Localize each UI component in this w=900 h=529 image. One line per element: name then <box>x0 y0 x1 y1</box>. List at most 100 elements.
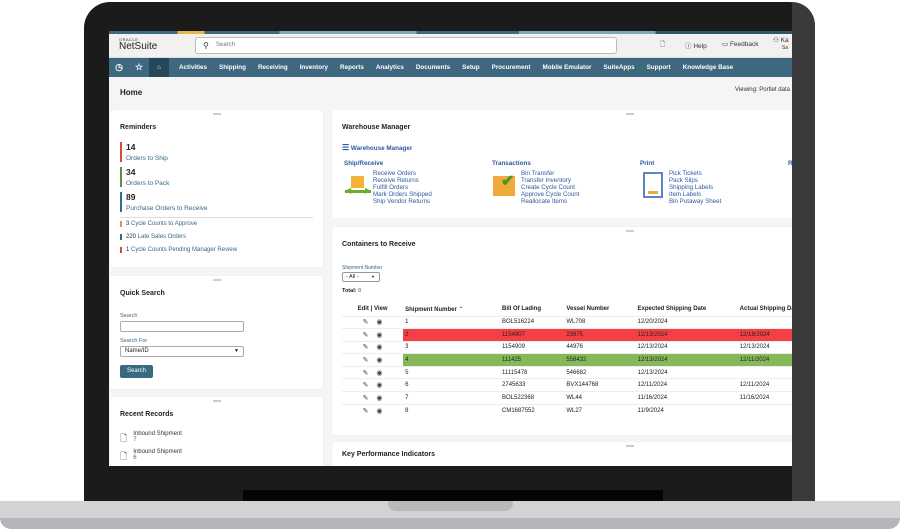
link-transfer-inventory[interactable]: Transfer Inventory <box>521 177 571 184</box>
edit-pencil-icon[interactable]: ✎ <box>362 382 369 390</box>
shipment-number-filter-select[interactable]: - All - ▼ <box>342 272 380 282</box>
cell-actual: 12/13/2024 <box>737 340 792 354</box>
quick-search-input[interactable] <box>120 321 244 332</box>
nav-shipping[interactable]: Shipping <box>219 64 246 71</box>
link-fulfill-orders[interactable]: Fulfill Orders <box>373 184 409 191</box>
warehouse-manager-menu-link[interactable]: ☰ Warehouse Manager <box>342 143 413 152</box>
search-label: Search <box>120 313 138 319</box>
global-search-input[interactable]: ⚲ Search <box>195 37 617 54</box>
netsuite-logo[interactable]: ORACLE NetSuite <box>119 37 158 52</box>
nav-support[interactable]: Support <box>646 64 671 71</box>
nav-mobile-emulator[interactable]: Mobile Emulator <box>542 64 592 71</box>
drag-handle[interactable] <box>626 445 634 447</box>
table-header: Edit | View Shipment Number ⌃ Bill Of La… <box>342 303 792 316</box>
drag-handle[interactable] <box>212 113 221 115</box>
cell-bol: CM1687552 <box>500 403 565 417</box>
view-eye-icon[interactable]: ◉ <box>376 331 383 339</box>
cell-bol: BOL522368 <box>500 391 565 405</box>
table-row: ✎ ◉ 7 BOL522368 WL44 11/16/2024 11/16/2024 <box>342 391 792 405</box>
search-button[interactable]: Search <box>120 365 153 378</box>
view-eye-icon[interactable]: ◉ <box>376 407 383 415</box>
nav-activities[interactable]: Activities <box>179 64 207 71</box>
star-icon[interactable]: ☆ <box>134 62 144 72</box>
link-receive-orders[interactable]: Receive Orders <box>373 170 416 177</box>
drag-handle[interactable] <box>626 230 634 232</box>
laptop-notch <box>388 501 513 511</box>
recent-icon[interactable]: ◷ <box>115 62 123 72</box>
view-eye-icon[interactable]: ◉ <box>376 382 383 390</box>
cell-vessel: BVX144768 <box>564 378 636 392</box>
recent-record-item[interactable]: 🗋 Inbound Shipment 6 <box>120 449 182 465</box>
create-document-icon[interactable]: 🗋 <box>660 41 666 48</box>
link-approve-cycle-count[interactable]: Approve Cycle Count <box>521 191 580 198</box>
nav-documents[interactable]: Documents <box>415 64 451 71</box>
link-bin-putaway-sheet[interactable]: Bin Putaway Sheet <box>669 198 722 205</box>
link-pick-tickets[interactable]: Pick Tickets <box>669 170 702 177</box>
col-edit-view: Edit | View <box>357 306 388 313</box>
user-menu[interactable]: ⚇ Ka Sa <box>773 37 789 51</box>
view-eye-icon[interactable]: ◉ <box>376 344 383 352</box>
warehouse-manager-portlet: Warehouse Manager ☰ Warehouse Manager Sh… <box>332 110 792 218</box>
cell-expected: 11/9/2024 <box>635 403 738 417</box>
search-for-label: Search For <box>120 338 148 344</box>
drag-handle[interactable] <box>212 279 221 281</box>
link-mark-orders-shipped[interactable]: Mark Orders Shipped <box>373 191 432 198</box>
view-eye-icon[interactable]: ◉ <box>376 357 383 365</box>
cell-vessel: 23975 <box>564 328 636 342</box>
col-bill-of-lading[interactable]: Bill Of Lading <box>502 306 542 313</box>
nav-reports[interactable]: Reports <box>340 64 364 71</box>
link-create-cycle-count[interactable]: Create Cycle Count <box>521 184 575 191</box>
view-eye-icon[interactable]: ◉ <box>376 319 383 327</box>
main-nav: ◷ ☆ ⌂ Activities Shipping Receiving Inve… <box>109 58 792 77</box>
col-expected-shipping-date[interactable]: Expected Shipping Date <box>637 306 707 313</box>
reminder-purchase-orders[interactable]: 89 Purchase Orders to Receive <box>120 192 208 212</box>
recent-records-portlet: Recent Records 🗋 Inbound Shipment 7 🗋 Inbou… <box>110 397 323 466</box>
nav-analytics[interactable]: Analytics <box>375 64 404 71</box>
drag-handle[interactable] <box>212 400 221 402</box>
edit-pencil-icon[interactable]: ✎ <box>362 319 369 327</box>
feedback-button[interactable]: ▭ Feedback <box>722 41 759 48</box>
link-reallocate-items[interactable]: Reallocate Items <box>521 198 568 205</box>
link-ship-vendor-returns[interactable]: Ship Vendor Returns <box>373 198 431 205</box>
link-item-labels[interactable]: Item Labels <box>669 191 701 198</box>
nav-procurement[interactable]: Procurement <box>491 64 531 71</box>
reminder-orders-to-ship[interactable]: 14 Orders to Ship <box>120 142 168 162</box>
section-cut-off: R <box>788 160 792 167</box>
edit-pencil-icon[interactable]: ✎ <box>362 357 369 365</box>
view-eye-icon[interactable]: ◉ <box>376 394 383 402</box>
nav-inventory[interactable]: Inventory <box>299 64 329 71</box>
help-button[interactable]: ⓘ Help <box>685 43 707 50</box>
edit-pencil-icon[interactable]: ✎ <box>362 344 369 352</box>
print-links: Pick Tickets Pack Slips Shipping Labels … <box>669 170 721 205</box>
link-receive-returns[interactable]: Receive Returns <box>373 177 419 184</box>
edit-pencil-icon[interactable]: ✎ <box>362 394 369 402</box>
search-for-select[interactable]: Name/ID ▼ <box>120 346 244 357</box>
drag-handle[interactable] <box>626 113 634 115</box>
recent-record-item[interactable]: 🗋 Inbound Shipment 7 <box>120 431 182 447</box>
portlet-title: Key Performance Indicators <box>342 451 435 458</box>
edit-pencil-icon[interactable]: ✎ <box>362 407 369 415</box>
link-pack-slips[interactable]: Pack Slips <box>669 177 698 184</box>
nav-knowledge-base[interactable]: Knowledge Base <box>682 64 734 71</box>
view-eye-icon[interactable]: ◉ <box>376 369 383 377</box>
table-row: ✎ ◉ 5 11115478 546682 12/13/2024 <box>342 365 792 379</box>
reminder-cycle-counts-approve[interactable]: 3 Cycle Counts to Approve <box>120 221 197 227</box>
nav-setup[interactable]: Setup <box>462 64 480 71</box>
home-icon[interactable]: ⌂ <box>149 58 169 77</box>
edit-pencil-icon[interactable]: ✎ <box>362 331 369 339</box>
link-shipping-labels[interactable]: Shipping Labels <box>669 184 714 191</box>
nav-receiving[interactable]: Receiving <box>257 64 288 71</box>
col-shipment-number[interactable]: Shipment Number ⌃ <box>405 306 464 313</box>
col-actual-shipping-date[interactable]: Actual Shipping Date <box>739 306 792 313</box>
chevron-down-icon: ▼ <box>234 348 239 354</box>
cell-expected: 12/13/2024 <box>635 353 738 367</box>
portlet-title: Quick Search <box>120 290 165 297</box>
nav-suiteapps[interactable]: SuiteApps <box>603 64 635 71</box>
col-vessel-number[interactable]: Vessel Number <box>566 306 610 313</box>
reminder-orders-to-pack[interactable]: 34 Orders to Pack <box>120 167 169 187</box>
link-bin-transfer[interactable]: Bin Transfer <box>521 170 555 177</box>
laptop-base-bottom <box>0 518 900 529</box>
reminder-late-sales-orders[interactable]: 220 Late Sales Orders <box>120 234 186 240</box>
reminder-cycle-counts-review[interactable]: 1 Cycle Counts Pending Manager Review <box>120 247 237 253</box>
edit-pencil-icon[interactable]: ✎ <box>362 369 369 377</box>
